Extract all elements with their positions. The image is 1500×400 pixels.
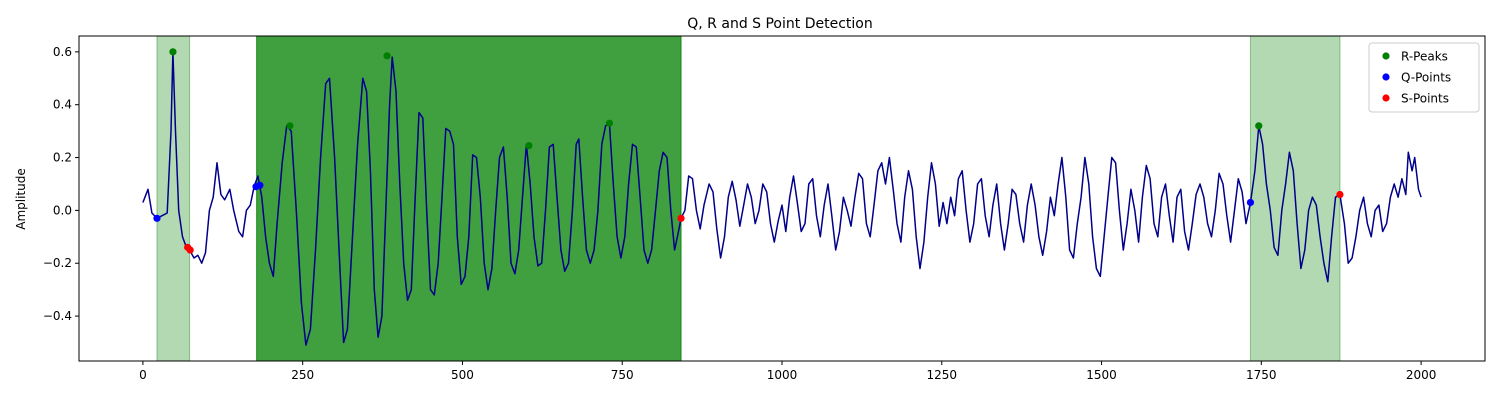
chart-title: Q, R and S Point Detection	[687, 16, 872, 32]
s-point-2	[186, 246, 194, 254]
x-tick-label-1500: 1500	[1086, 368, 1117, 382]
x-tick-label-1000: 1000	[767, 368, 798, 382]
x-tick-label-750: 750	[611, 368, 634, 382]
y-tick-label-4: 0.4	[53, 98, 72, 112]
shaded-regions	[156, 35, 1341, 362]
legend-marker-3	[1382, 94, 1390, 102]
s-point-4	[1336, 190, 1344, 199]
x-tick-label-1750: 1750	[1246, 368, 1277, 382]
x-tick-label-1250: 1250	[926, 368, 957, 382]
legend-marker-2	[1382, 73, 1390, 81]
q-point-3	[256, 181, 264, 189]
y-tick-label-0: −0.4	[43, 309, 72, 323]
y-tick-label-2: 0.0	[53, 203, 72, 217]
legend-marker-1	[1382, 52, 1390, 60]
r-peak-point-6	[1255, 122, 1263, 130]
y-tick-label-5: 0.6	[53, 45, 72, 59]
r-peak-point-2	[286, 122, 294, 130]
r-peak-point-1	[169, 48, 177, 56]
shaded-region-2	[256, 35, 682, 362]
x-tick-label-0: 0	[139, 368, 147, 382]
r-peak-point-3	[383, 52, 391, 60]
y-tick-label-3: 0.2	[53, 151, 72, 165]
legend-box	[1368, 42, 1480, 113]
y-axis-label: Amplitude	[14, 168, 28, 230]
y-tick-label-1: −0.2	[43, 256, 72, 270]
x-tick-label-2000: 2000	[1406, 368, 1437, 382]
s-point-3	[677, 214, 685, 222]
r-peak-point-5	[605, 119, 614, 127]
axes: 0 250 500 750 1000 1250 1500 1750 2000 −0.4 −0.2 0.…	[43, 35, 1486, 382]
legend-label-1: R-Peaks	[1401, 50, 1448, 64]
legend: R-Peaks Q-Points S-Points	[1368, 42, 1480, 113]
legend-label-3: S-Points	[1401, 92, 1449, 106]
x-tick-label-250: 250	[291, 368, 314, 382]
q-point-1	[153, 214, 161, 222]
r-peak-point-4	[525, 142, 533, 150]
markers-layer	[153, 48, 1344, 254]
q-point-4	[1246, 198, 1255, 207]
signal-layer	[142, 51, 1422, 346]
x-tick-label-500: 500	[451, 368, 474, 382]
legend-label-2: Q-Points	[1401, 71, 1451, 85]
shaded-region-1	[156, 35, 191, 362]
signal-line	[142, 51, 1422, 346]
